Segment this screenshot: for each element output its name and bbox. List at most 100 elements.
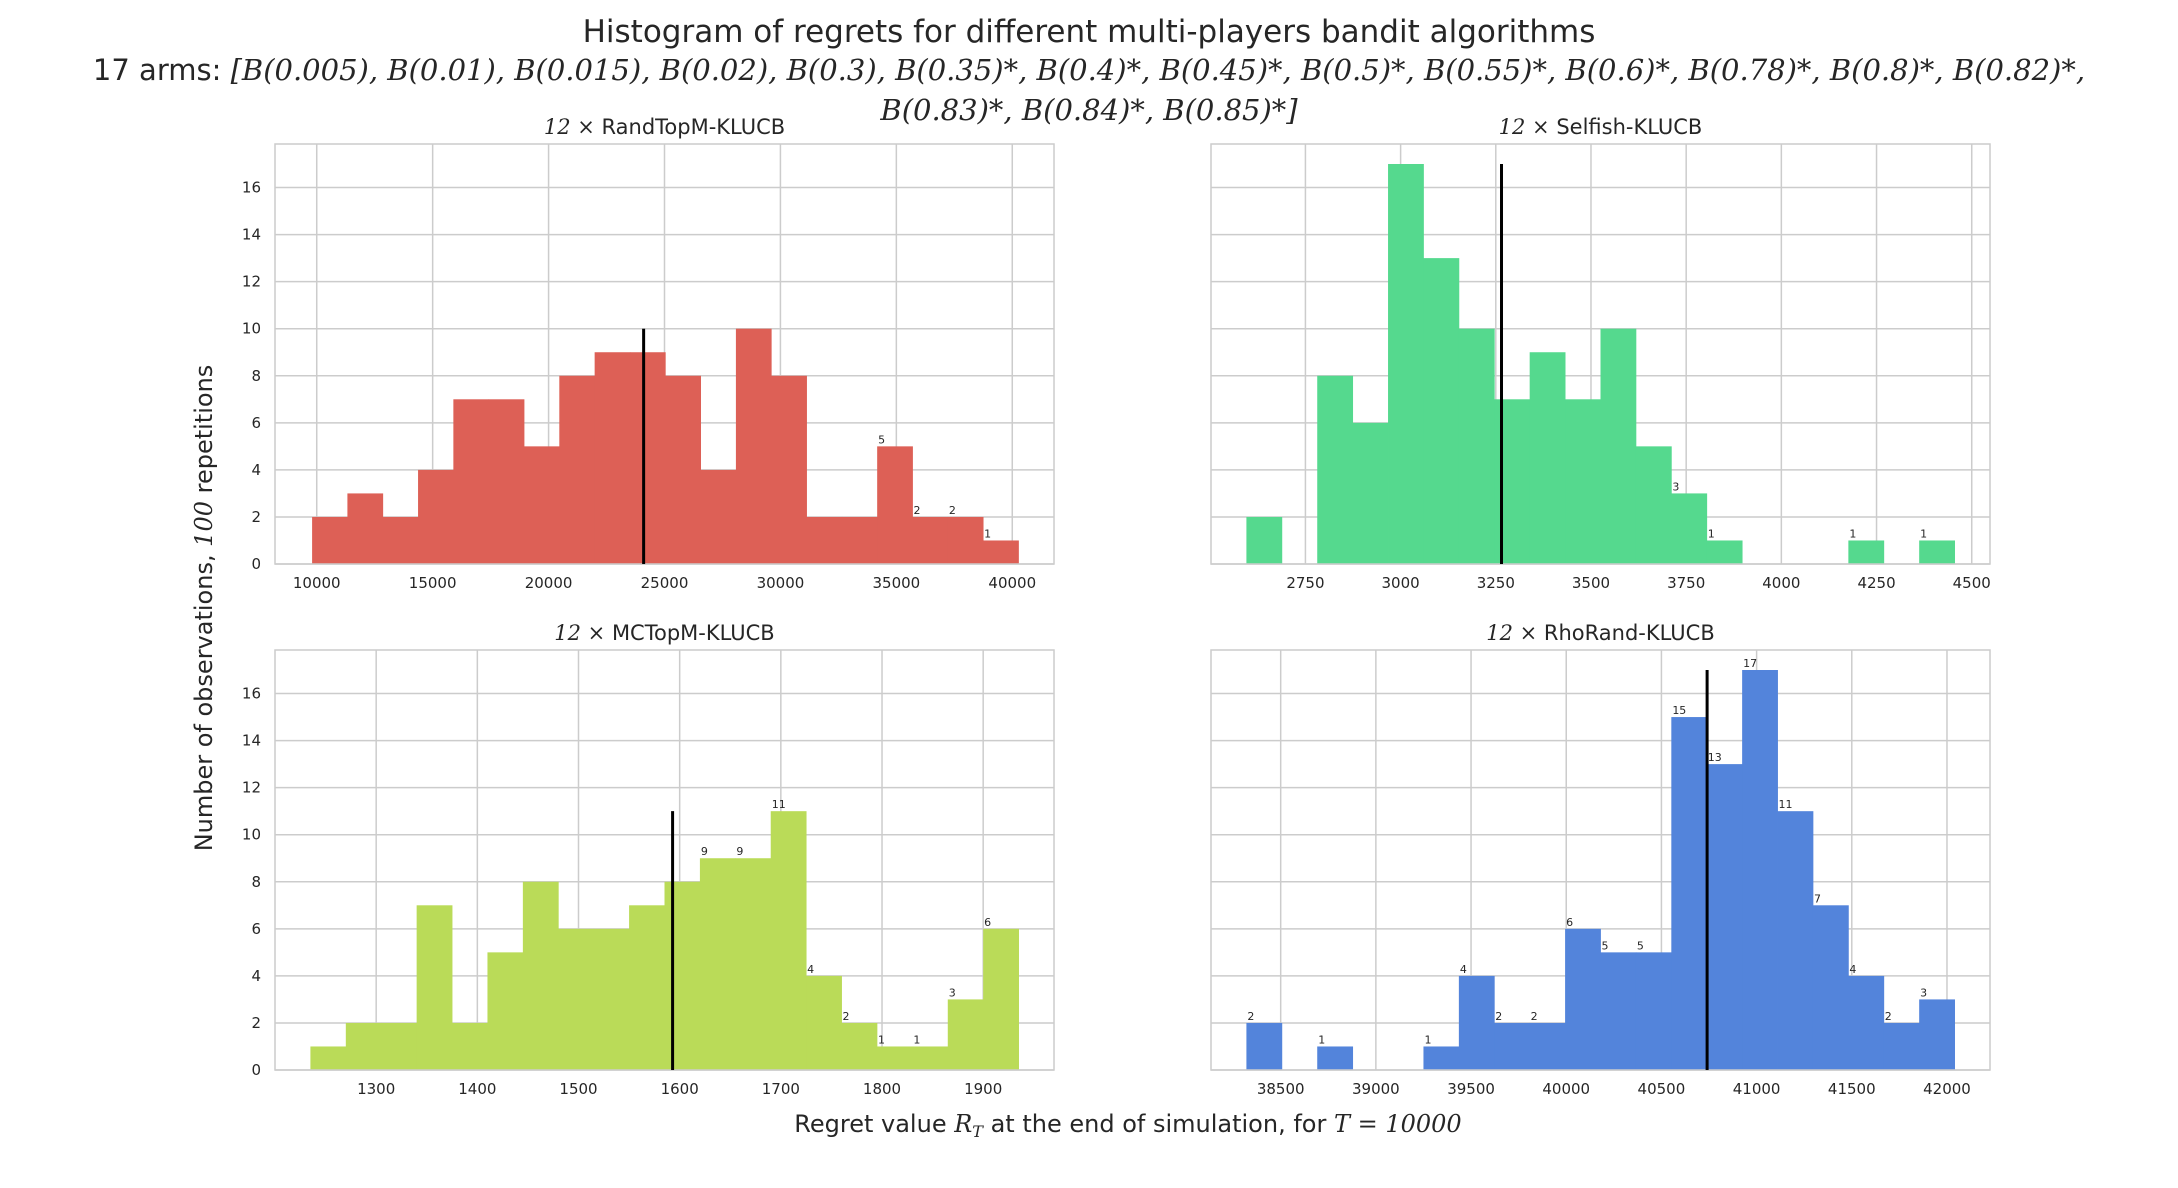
arms-prefix: 17 arms: [93,53,231,87]
y-tick-label: 12 [242,779,261,797]
histogram-bar [1565,399,1601,564]
histogram-bar [1883,1022,1920,1070]
y-tick-label: 6 [251,920,261,938]
histogram-bar [1317,1046,1354,1070]
y-tick-label: 4 [251,461,261,479]
bar-count-label: 1 [878,1033,885,1046]
bar-count-label: 6 [984,916,991,929]
histogram-bar [1529,352,1566,564]
subplot-title-name: RhoRand-KLUCB [1544,621,1715,645]
bar-count-label: 5 [1637,939,1644,952]
histogram-bar [559,375,596,564]
histogram-bar [735,858,772,1070]
y-tick-label: 14 [242,226,261,244]
histogram-bar [310,1046,347,1070]
plot-frame [1210,143,1991,565]
x-tick-label: 35000 [872,574,920,592]
y-tick-label: 2 [251,1014,261,1032]
histogram-bar [629,905,665,1070]
arms-line-1: 17 arms: [B(0.005), B(0.01), B(0.015), B… [93,53,2085,87]
histogram-bar [877,446,913,564]
histogram-bar [345,1022,382,1070]
histogram-bar [1423,258,1460,564]
x-tick-label: 39000 [1352,1080,1400,1098]
bar-count-label: 15 [1672,704,1686,717]
histogram-bar [1246,516,1283,564]
histogram-bar [1600,952,1637,1070]
panel-randtopm-klucb: 5 2 2 1 10000 15000 20000 25000 30000 35000 40000 0… [242,115,1055,592]
y-tick-label: 2 [251,508,261,526]
x-tick-label: 42000 [1923,1080,1971,1098]
histogram-bar [947,516,984,564]
histogram-bar [699,858,736,1070]
histogram-bar [806,516,843,564]
y-tick-label: 8 [251,873,261,891]
plot-frame [274,143,1055,565]
histogram-bar [1494,399,1531,564]
x-tick-label: 3250 [1477,574,1515,592]
histogram-bar [1494,1022,1531,1070]
y-tick-label: 10 [242,320,261,338]
x-tick-label: 39500 [1447,1080,1495,1098]
histogram-bar [1919,540,1955,564]
bar-count-label: 2 [949,504,956,517]
histogram-bar [1458,328,1495,564]
y-tick-label: 10 [242,826,261,844]
bar-count-label: 17 [1743,657,1757,670]
x-tick-label: 4250 [1857,574,1895,592]
y-tick-label: 8 [251,367,261,385]
histogram-bar [594,352,631,564]
bar-count-label: 3 [1672,480,1679,493]
histogram-bar [912,1046,949,1070]
y-tick-label: 6 [251,414,261,432]
x-tick-label: 1400 [458,1080,496,1098]
bar-count-label: 9 [736,845,743,858]
subplot-title: 12 × Selfish-KLUCB [1499,115,1703,139]
x-tick-label: 1700 [762,1080,800,1098]
bar-count-label: 1 [1849,527,1856,540]
histogram-bar [1565,928,1601,1070]
x-tick-label: 40500 [1638,1080,1686,1098]
x-tick-label: 40000 [988,574,1036,592]
arms-list-part-1: [B(0.005), B(0.01), B(0.015), B(0.02), B… [231,53,2086,87]
bar-count-label: 2 [1247,1010,1254,1023]
x-tick-label: 40000 [1542,1080,1590,1098]
histogram-bar [1812,905,1849,1070]
histogram-bar [912,516,949,564]
subplot-title-prefix: 12 × [1499,115,1557,139]
bar-count-label: 1 [913,1033,920,1046]
bar-count-label: 2 [1531,1010,1538,1023]
bar-count-label: 3 [949,986,956,999]
histogram-bar [593,928,630,1070]
plot-frame [1210,649,1991,1071]
subplot-title: 12 × RandTopM-KLUCB [544,115,785,139]
histogram-bar [312,516,348,564]
histogram-bar [452,1022,488,1070]
x-tick-label: 4500 [1953,574,1991,592]
histogram-bar [558,928,595,1070]
histogram-bar [983,540,1019,564]
histogram-bar [806,975,842,1070]
bar-count-label: 1 [1318,1033,1325,1046]
bar-count-label: 5 [1602,939,1609,952]
y-tick-label: 16 [242,685,261,703]
bar-count-label: 2 [1495,1010,1502,1023]
bar-count-label: 1 [1424,1033,1431,1046]
x-tick-label: 15000 [409,574,457,592]
histogram-bar [1246,1022,1283,1070]
x-tick-label: 4000 [1762,574,1800,592]
y-tick-label: 0 [251,1061,261,1079]
bar-count-label: 4 [1460,963,1467,976]
y-tick-label: 4 [251,967,261,985]
bar-count-label: 1 [1920,527,1927,540]
bar-count-label: 4 [807,963,814,976]
histogram-bar [841,516,878,564]
y-tick-label: 16 [242,179,261,197]
x-tick-label: 3500 [1572,574,1610,592]
bar-count-label: 1 [984,527,991,540]
bar-count-label: 5 [878,433,885,446]
histogram-bar [1317,375,1354,564]
